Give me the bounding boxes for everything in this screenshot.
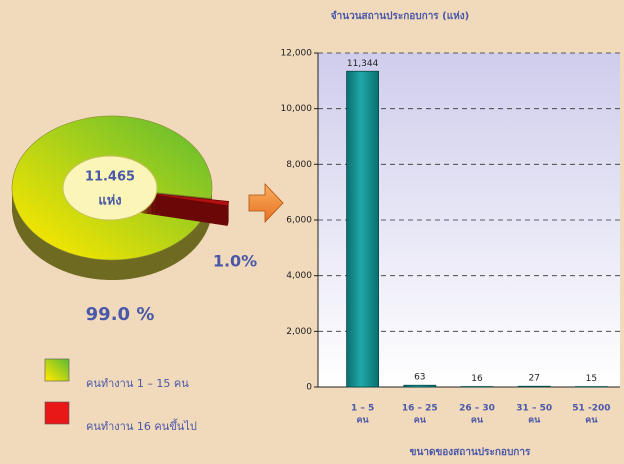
pie-side [129, 197, 229, 212]
y-tick-label: 0 [306, 383, 312, 393]
arrow [248, 182, 284, 224]
y-tick-label: 4,000 [286, 271, 312, 281]
pie-side [129, 198, 229, 213]
value-label: 11,344 [347, 59, 379, 69]
y-tick-label: 6,000 [286, 216, 312, 226]
value-label: 15 [586, 374, 597, 384]
pie-value-label: 1.0% [213, 252, 257, 271]
pie-side [129, 207, 229, 222]
y-tick-label: 12,000 [281, 49, 313, 59]
pie-side [129, 211, 229, 226]
x-tick-label: คน [357, 416, 370, 426]
center-value: 11.465 [85, 170, 135, 185]
pie-side [129, 208, 229, 223]
y-tick-label: 10,000 [281, 104, 313, 114]
x-tick-label: 51 -200 [572, 404, 610, 414]
bar [517, 385, 551, 388]
pie-value-label: 99.0 % [86, 304, 155, 325]
pie-side [129, 200, 229, 215]
y-tick-label: 8,000 [286, 160, 312, 170]
x-tick-label: คน [471, 416, 484, 426]
legend-label: คนทำงาน 16 คนขึ้นไป [86, 418, 197, 433]
value-label: 27 [528, 374, 539, 384]
center-unit: แห่ง [98, 194, 121, 209]
x-tick-label: คน [528, 416, 541, 426]
pie-side [129, 204, 229, 219]
pie-side [129, 210, 229, 225]
legend-swatch [44, 358, 70, 382]
x-tick-label: 1 – 5 [351, 404, 374, 414]
x-axis-title: ขนาดของสถานประกอบการ [410, 446, 531, 458]
x-tick-label: คน [414, 416, 427, 426]
pie-side [129, 202, 229, 217]
bar [346, 70, 380, 388]
bar-title: จำนวนสถานประกอบการ (แห่ง) [331, 10, 469, 22]
pie-side [129, 199, 229, 214]
y-tick-label: 2,000 [286, 327, 312, 337]
legend-swatch [44, 401, 70, 425]
pie-side [129, 205, 229, 220]
pie-side [129, 203, 229, 218]
legend-label: คนทำงาน 1 – 15 คน [86, 377, 189, 390]
x-tick-label: 26 – 30 [459, 404, 495, 414]
pie-side [129, 206, 229, 221]
value-label: 63 [414, 373, 425, 383]
x-tick-label: คน [585, 416, 598, 426]
center-badge [62, 155, 158, 221]
value-label: 16 [471, 374, 483, 384]
x-tick-label: 31 – 50 [516, 404, 552, 414]
x-tick-label: 16 – 25 [402, 404, 438, 414]
pie-side [129, 209, 229, 224]
pie-side [129, 201, 229, 216]
pie-side [129, 196, 229, 211]
bar [403, 384, 437, 388]
